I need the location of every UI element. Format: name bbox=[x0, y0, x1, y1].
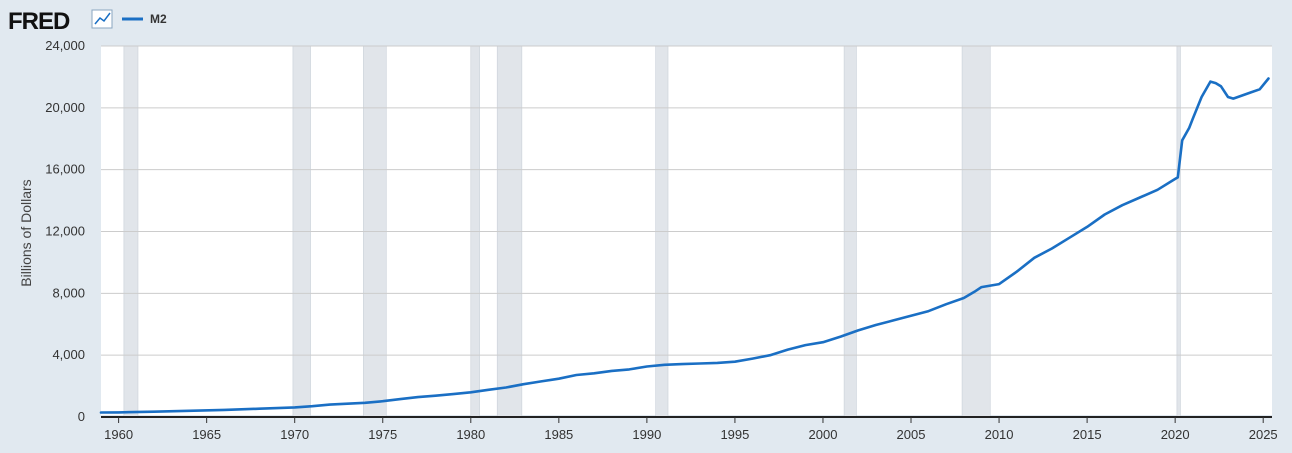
series-line-0 bbox=[99, 77, 1270, 414]
x-tick-label-5: 1985 bbox=[544, 427, 573, 442]
x-tick-label-9: 2005 bbox=[897, 427, 926, 442]
x-axis: 1960 1965 1970 1975 1980 1985 1990 1995 2000 2005… bbox=[104, 417, 1278, 442]
y-tick-label-3: 12,000 bbox=[45, 224, 85, 239]
x-tick-label-10: 2010 bbox=[985, 427, 1014, 442]
plot-area bbox=[101, 46, 1272, 415]
x-tick-label-12: 2020 bbox=[1161, 427, 1190, 442]
y-tick-label-0: 0 bbox=[78, 409, 85, 424]
x-tick-label-11: 2015 bbox=[1073, 427, 1102, 442]
x-tick-label-8: 2000 bbox=[809, 427, 838, 442]
x-tick-label-4: 1980 bbox=[456, 427, 485, 442]
x-tick-label-0: 1960 bbox=[104, 427, 133, 442]
x-tick-label-3: 1975 bbox=[368, 427, 397, 442]
series-layer bbox=[99, 77, 1270, 414]
y-tick-label-4: 16,000 bbox=[45, 162, 85, 177]
line-chart-icon bbox=[91, 9, 113, 29]
gridlines bbox=[101, 45, 1272, 356]
x-tick-label-6: 1990 bbox=[632, 427, 661, 442]
y-tick-label-6: 24,000 bbox=[45, 38, 85, 53]
x-tick-label-7: 1995 bbox=[720, 427, 749, 442]
legend-label-m2: M2 bbox=[150, 12, 167, 26]
y-tick-label-2: 8,000 bbox=[52, 285, 85, 300]
fred-header: FRED M2 bbox=[8, 8, 167, 35]
y-tick-label-1: 4,000 bbox=[52, 347, 85, 362]
x-tick-label-13: 2025 bbox=[1249, 427, 1278, 442]
x-tick-label-2: 1970 bbox=[280, 427, 309, 442]
fred-logo[interactable]: FRED bbox=[8, 8, 71, 35]
y-axis: 0 4,000 8,000 12,000 16,000 20,000 24,000 bbox=[45, 38, 85, 424]
x-tick-label-1: 1965 bbox=[192, 427, 221, 442]
legend[interactable]: M2 bbox=[122, 12, 167, 26]
y-tick-label-5: 20,000 bbox=[45, 100, 85, 115]
y-axis-title: Billions of Dollars bbox=[18, 179, 34, 286]
